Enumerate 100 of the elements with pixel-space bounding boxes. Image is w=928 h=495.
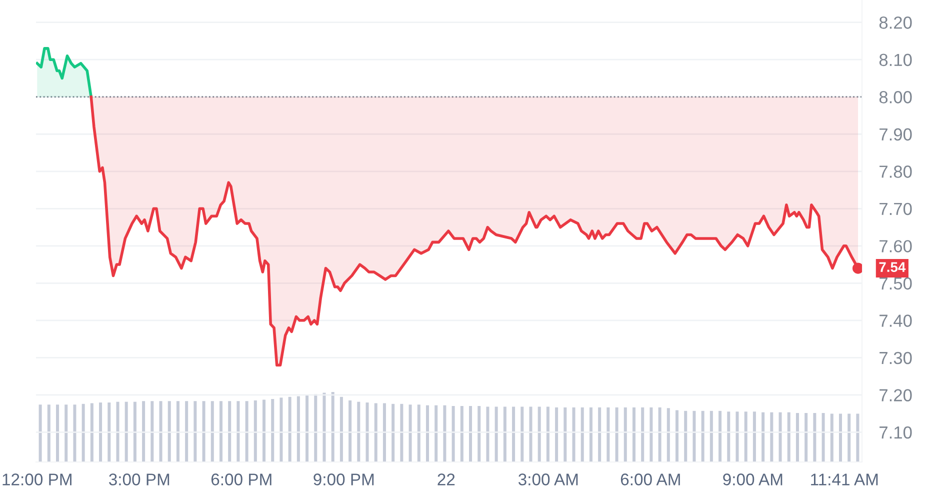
bar: [692, 410, 696, 462]
bar: [56, 404, 60, 462]
bar: [133, 402, 136, 462]
bar: [434, 405, 438, 462]
bar: [176, 401, 180, 462]
bar: [813, 413, 816, 462]
bar: [340, 396, 343, 462]
bar: [856, 414, 860, 462]
bar: [90, 403, 94, 462]
bar: [615, 407, 618, 462]
bar: [676, 410, 679, 462]
bar: [822, 413, 825, 462]
bar: [762, 412, 765, 462]
x-tick-label: 6:00 AM: [620, 474, 680, 486]
x-tick-label: 12:00 PM: [2, 474, 72, 486]
bar: [64, 404, 68, 462]
bar: [710, 410, 713, 462]
x-tick-label: 9:00 AM: [723, 474, 782, 486]
bar: [280, 398, 283, 462]
y-tick-label: 7.10: [880, 426, 912, 439]
bar: [804, 413, 808, 462]
bar: [400, 404, 404, 462]
bar: [331, 392, 334, 462]
bar: [848, 414, 851, 462]
bar: [469, 406, 472, 462]
bar: [572, 407, 576, 462]
bar: [744, 412, 748, 462]
bar: [142, 401, 146, 462]
bar: [245, 401, 248, 462]
bar: [589, 407, 592, 462]
bar: [546, 406, 550, 462]
y-tick-label: 7.60: [880, 240, 912, 252]
bar: [314, 394, 318, 462]
bar: [168, 401, 171, 462]
bar: [348, 400, 352, 462]
y-tick-label: 7.40: [880, 314, 912, 327]
bar: [159, 401, 162, 462]
bar: [460, 406, 464, 462]
bar: [564, 407, 567, 462]
x-tick-label: 11:41 AM: [811, 474, 878, 486]
x-tick-label: 3:00 PM: [108, 474, 170, 486]
bar: [580, 407, 584, 462]
bar: [796, 413, 799, 462]
bar: [47, 404, 50, 462]
y-tick-label: 7.30: [880, 352, 912, 364]
bar: [296, 396, 300, 462]
bar: [598, 407, 602, 462]
bar: [632, 407, 636, 462]
bar: [727, 412, 730, 462]
bar: [392, 404, 395, 462]
bar: [357, 402, 360, 462]
x-tick-label: 3:00 AM: [518, 474, 578, 486]
bar: [254, 400, 257, 462]
y-tick-label: 7.80: [880, 166, 912, 178]
bar: [228, 401, 232, 462]
bar: [150, 401, 154, 462]
bar: [219, 401, 222, 462]
bar: [520, 406, 524, 462]
y-tick-label: 7.70: [880, 202, 912, 216]
bar: [486, 406, 490, 462]
bar: [701, 410, 704, 462]
bar: [108, 402, 111, 462]
bar: [494, 406, 498, 462]
x-tick-label: 22: [438, 474, 455, 486]
bar: [408, 404, 412, 462]
bar: [210, 401, 214, 462]
bar: [503, 406, 506, 462]
bar: [787, 412, 790, 462]
y-tick-label: 7.90: [880, 128, 912, 141]
bar: [288, 396, 292, 462]
y-tick-label: 8.00: [879, 91, 912, 104]
y-tick-label: 8.20: [879, 16, 912, 29]
bar: [38, 404, 42, 462]
bar: [271, 399, 274, 462]
bar: [322, 392, 326, 462]
x-tick-label: 6:00 PM: [211, 474, 272, 486]
bar: [306, 396, 309, 462]
bar: [194, 401, 197, 462]
bar: [778, 412, 782, 462]
bar: [202, 401, 206, 462]
y-tick-label: 8.10: [879, 54, 912, 66]
bar: [82, 404, 85, 462]
bar: [374, 403, 378, 462]
x-tick-label: 9:00 PM: [314, 474, 374, 486]
bar: [752, 412, 756, 462]
bar: [512, 406, 516, 462]
bar: [116, 402, 120, 462]
bar: [830, 414, 834, 462]
bar: [666, 408, 670, 462]
y-tick-label: 7.20: [880, 389, 912, 402]
bar: [606, 407, 610, 462]
bar: [124, 402, 128, 462]
bar: [262, 400, 266, 462]
bar: [684, 410, 688, 462]
bar: [641, 407, 644, 462]
bar: [73, 404, 76, 462]
bar: [718, 410, 722, 462]
bar: [99, 402, 102, 462]
bar: [426, 405, 429, 462]
annotation: 7.54: [879, 262, 906, 272]
